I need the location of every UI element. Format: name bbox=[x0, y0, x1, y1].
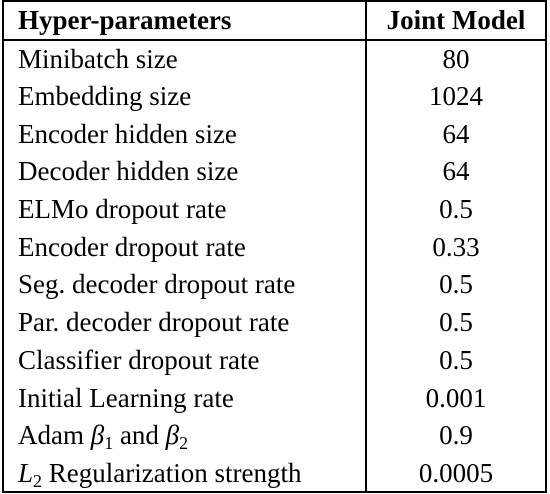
param-name: Encoder hidden size bbox=[18, 118, 237, 149]
param-name-text: Adam bbox=[18, 420, 91, 451]
subscript: 2 bbox=[33, 470, 43, 491]
beta-symbol: β bbox=[90, 420, 105, 451]
table-header-row: Hyper-parameters Joint Model bbox=[4, 2, 545, 41]
param-name: Adam β1 and β2 bbox=[4, 417, 366, 455]
table-row: Seg. decoder dropout rate 0.5 bbox=[4, 266, 545, 304]
param-value: 0.001 bbox=[365, 379, 545, 417]
param-name-text: and bbox=[113, 420, 166, 451]
table-row: Encoder hidden size 64 bbox=[4, 115, 545, 154]
param-name: Minibatch size bbox=[18, 43, 178, 74]
table-row: L2 Regularization strength 0.0005 bbox=[4, 454, 545, 493]
subscript: 2 bbox=[179, 433, 189, 454]
param-value: 64 bbox=[365, 115, 545, 154]
table-row: Classifier dropout rate 0.5 bbox=[4, 341, 545, 380]
table-row: Embedding size 1024 bbox=[4, 77, 545, 116]
param-value: 1024 bbox=[365, 77, 545, 116]
param-value: 80 bbox=[365, 40, 545, 78]
param-name: Classifier dropout rate bbox=[18, 344, 260, 375]
param-value: 0.33 bbox=[365, 228, 545, 267]
param-value: 0.5 bbox=[365, 341, 545, 380]
param-value: 0.5 bbox=[365, 190, 545, 229]
subscript: 1 bbox=[104, 433, 114, 454]
beta-symbol: β bbox=[165, 420, 180, 451]
param-name: Embedding size bbox=[18, 81, 192, 112]
param-value: 0.0005 bbox=[365, 454, 545, 493]
header-joint-model: Joint Model bbox=[365, 2, 545, 41]
param-name: Seg. decoder dropout rate bbox=[18, 269, 296, 300]
param-value: 0.5 bbox=[365, 266, 545, 304]
hyperparameter-table: Hyper-parameters Joint Model Minibatch s… bbox=[4, 2, 545, 493]
param-name-text: Regularization strength bbox=[42, 457, 302, 488]
param-value: 64 bbox=[365, 153, 545, 191]
param-name: ELMo dropout rate bbox=[18, 194, 227, 225]
table-row: Initial Learning rate 0.001 bbox=[4, 379, 545, 417]
table-row: Decoder hidden size 64 bbox=[4, 153, 545, 191]
table-row: Encoder dropout rate 0.33 bbox=[4, 228, 545, 267]
param-value: 0.9 bbox=[365, 416, 545, 455]
param-name: Decoder hidden size bbox=[18, 156, 239, 187]
l-symbol: L bbox=[18, 457, 34, 488]
param-name: Par. decoder dropout rate bbox=[18, 307, 290, 338]
param-name: Initial Learning rate bbox=[18, 382, 234, 413]
table-row: Adam β1 and β2 0.9 bbox=[4, 416, 545, 455]
header-hyper-parameters: Hyper-parameters bbox=[4, 2, 366, 41]
table-row: Minibatch size 80 bbox=[4, 40, 545, 78]
table-row: Par. decoder dropout rate 0.5 bbox=[4, 303, 545, 342]
param-value: 0.5 bbox=[365, 303, 545, 342]
table-row: ELMo dropout rate 0.5 bbox=[4, 190, 545, 229]
param-name: Encoder dropout rate bbox=[18, 231, 246, 262]
param-name: L2 Regularization strength bbox=[4, 455, 366, 493]
